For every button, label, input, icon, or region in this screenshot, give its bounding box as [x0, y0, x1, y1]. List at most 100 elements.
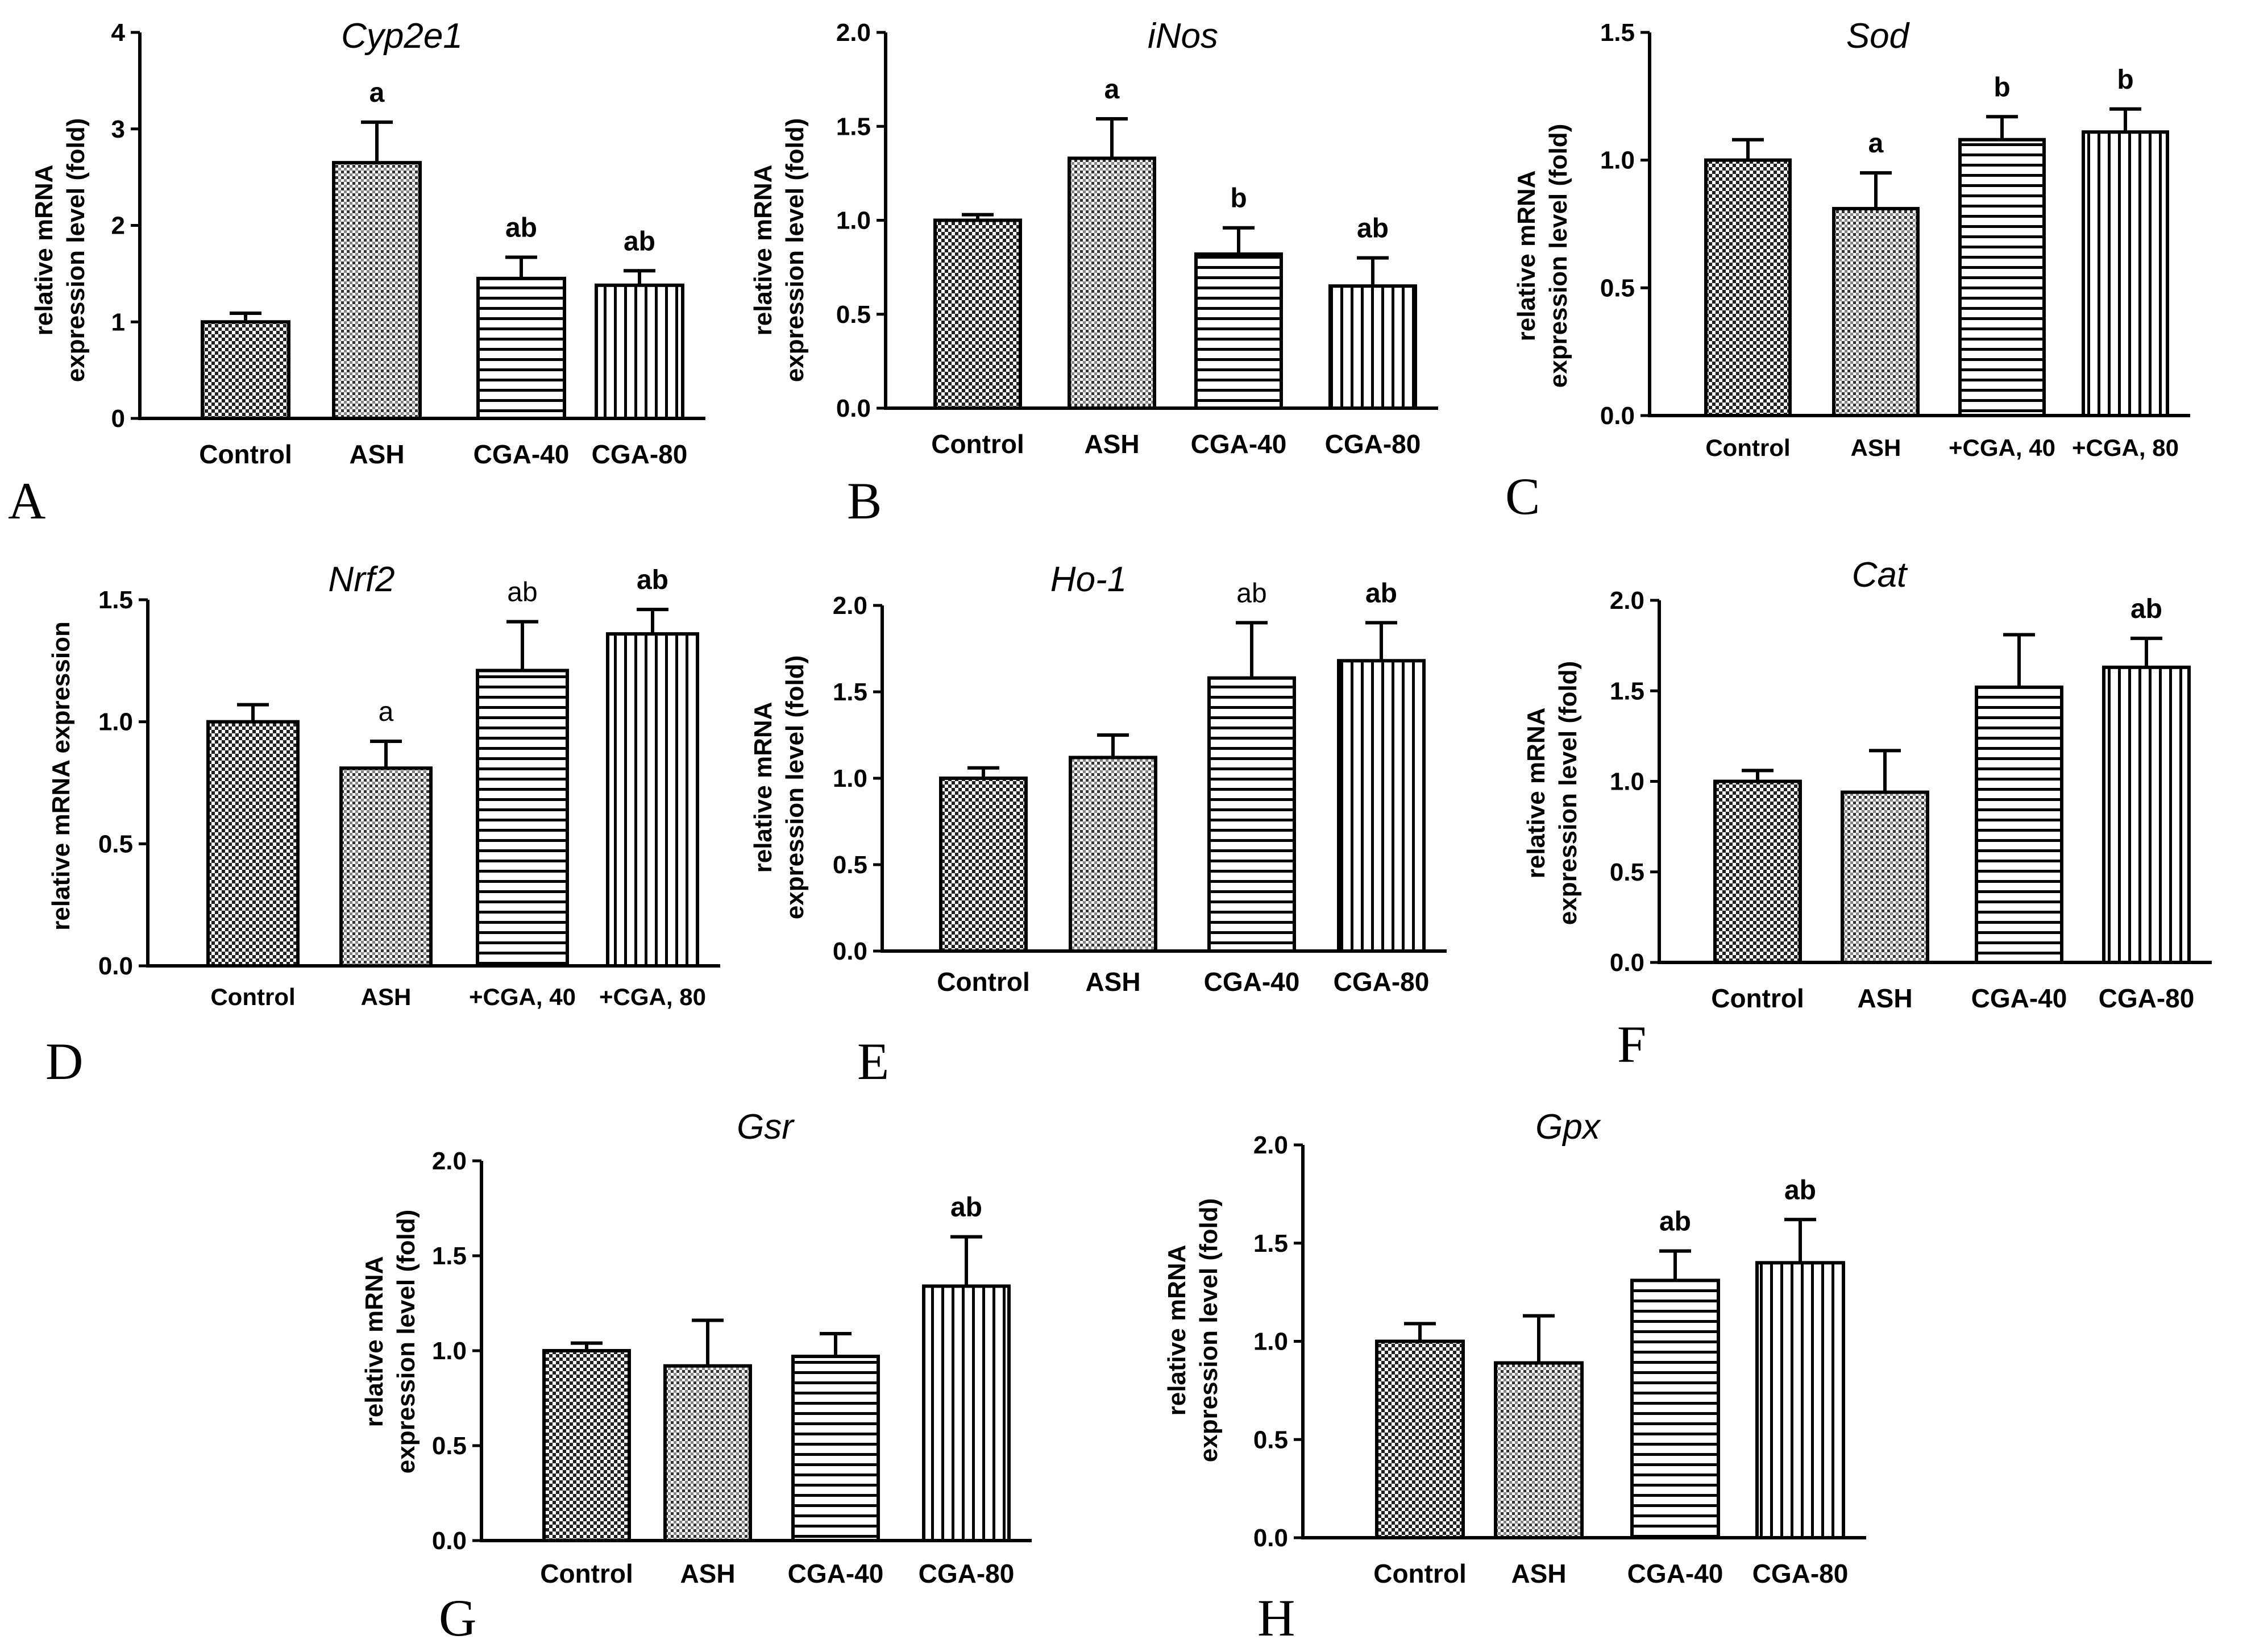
panel-b-ylabel-line1: relative mRNA: [749, 165, 777, 336]
panel-c-ylabel-line2: expression level (fold): [1544, 124, 1572, 388]
panel-b-bar: [1194, 252, 1283, 410]
panel-f-y-tick-label: 1.0: [1610, 768, 1644, 796]
panel-a-category-label: CGA-40: [474, 439, 570, 469]
panel-e-category-label: CGA-80: [1334, 967, 1430, 997]
panel-a-y-tick-label: 1: [111, 308, 125, 336]
panel-b-bar: [1328, 284, 1417, 410]
panel-c-letter: C: [1505, 467, 1540, 525]
panel-c-category-label: ASH: [1851, 434, 1901, 461]
panel-b-y-tick-label: 2.0: [836, 19, 871, 47]
panel-b-category-label: ASH: [1084, 429, 1139, 459]
panel-a-category-label: CGA-80: [592, 439, 688, 469]
panel-g-bar: [542, 1349, 631, 1542]
panel-a-bar: [201, 320, 290, 420]
panel-e: 0.0 0.5 1.0 1.5 2.0 Control ASH ab CGA-40 ab CGA-8…: [749, 560, 1447, 1090]
panel-f-category-label: Control: [1711, 983, 1804, 1013]
panel-b-y-tick-label: 0.0: [836, 395, 871, 422]
panel-a-y-tick-label: 0: [111, 405, 125, 433]
panel-f-plot: 0.0 0.5 1.0 1.5 2.0 Control ASH CGA-40 ab CGA-80: [1610, 587, 2212, 1013]
panel-f-category-label: CGA-40: [1971, 983, 2067, 1013]
panel-b-y-tick-label: 1.5: [836, 113, 871, 140]
panel-h-letter: H: [1257, 1589, 1295, 1647]
panel-g-y-tick-label: 0.5: [432, 1432, 467, 1460]
panel-g-category-label: CGA-40: [788, 1559, 884, 1588]
panel-g-annotation: ab: [950, 1193, 982, 1223]
panel-f-bar: [1841, 790, 1929, 964]
panel-g-y-tick-label: 1.5: [432, 1242, 467, 1270]
panel-a-plot: 0 1 2 3 4 Control a ASH ab CGA-40 ab CGA-80: [111, 19, 705, 469]
panel-a-y-tick-label: 4: [111, 19, 126, 47]
panel-h-category-label: CGA-40: [1627, 1559, 1723, 1588]
panel-f-ylabel-line1: relative mRNA: [1522, 708, 1550, 879]
panel-c-bar: [1832, 207, 1920, 417]
panel-g-plot: 0.0 0.5 1.0 1.5 2.0 Control ASH CGA-40 ab CGA-80: [432, 1147, 1032, 1588]
panel-h-y-tick-label: 0.5: [1253, 1426, 1288, 1454]
panel-d-annotation: ab: [637, 565, 668, 595]
panel-f-y-tick-label: 1.5: [1610, 677, 1644, 705]
panel-f-ylabel-line2: expression level (fold): [1554, 661, 1582, 925]
panel-f-category-label: ASH: [1857, 983, 1912, 1013]
panel-c-category-label: +CGA, 40: [1949, 434, 2055, 461]
panel-g-y-tick-label: 2.0: [432, 1147, 467, 1175]
panel-e-y-tick-label: 0.5: [833, 851, 867, 879]
panel-e-plot: 0.0 0.5 1.0 1.5 2.0 Control ASH ab CGA-40 ab CGA-8…: [833, 578, 1447, 997]
panel-e-category-label: ASH: [1085, 967, 1140, 997]
panel-a-annotation: a: [369, 78, 385, 108]
panel-h: 0.0 0.5 1.0 1.5 2.0 Control ASH ab CGA-40 ab CGA-8…: [1163, 1107, 1866, 1647]
panel-b-annotation: b: [1230, 184, 1247, 214]
panel-f-bar: [1975, 685, 2063, 964]
panel-a-title: Cyp2e1: [341, 16, 463, 56]
panel-e-y-tick-label: 1.5: [833, 678, 867, 706]
panel-a-category-label: Control: [199, 439, 292, 469]
panel-d-y-tick-label: 0.5: [98, 830, 133, 858]
panel-d-annotation: ab: [507, 578, 537, 608]
panel-f-bar: [1713, 779, 1802, 964]
panel-h-bar: [1494, 1361, 1584, 1539]
panel-a-ylabel-line1: relative mRNA: [30, 165, 58, 336]
panel-f-y-tick-label: 2.0: [1610, 587, 1644, 615]
panel-d-annotation: a: [379, 697, 394, 727]
panel-a-annotation: ab: [624, 226, 655, 256]
panel-d-y-tick-label: 1.5: [98, 586, 133, 614]
panel-g-category-label: CGA-80: [919, 1559, 1015, 1588]
panel-d-category-label: +CGA, 40: [469, 983, 576, 1010]
panel-b-letter: B: [847, 472, 882, 530]
panel-c-title: Sod: [1846, 16, 1911, 56]
panel-e-category-label: CGA-40: [1204, 967, 1300, 997]
panel-e-bar: [939, 777, 1028, 953]
panel-h-ylabel-line1: relative mRNA: [1163, 1245, 1191, 1416]
panel-c-y-tick-label: 0.0: [1600, 402, 1635, 430]
panel-c-ylabel-line1: relative mRNA: [1513, 171, 1540, 342]
panel-f-y-tick-label: 0.0: [1610, 949, 1644, 977]
panel-b-category-label: Control: [931, 429, 1024, 459]
panel-c-y-tick-label: 1.0: [1600, 147, 1635, 175]
panel-c-y-tick-label: 1.5: [1600, 19, 1635, 47]
panel-b-bar: [1068, 156, 1156, 410]
panel-d-letter: D: [45, 1032, 83, 1090]
panel-a-y-tick-label: 2: [111, 212, 125, 240]
panel-d-bar: [606, 632, 699, 968]
panel-h-category-label: CGA-80: [1752, 1559, 1849, 1588]
panel-e-bar: [1337, 659, 1426, 953]
panel-b-category-label: CGA-40: [1191, 429, 1287, 459]
panel-e-ylabel-line1: relative mRNA: [749, 702, 777, 873]
panel-c-plot: 0.0 0.5 1.0 1.5 Control a ASH b +CGA, 40 b +CGA, 8…: [1600, 19, 2190, 461]
panel-g-bar: [791, 1355, 880, 1543]
panel-e-y-tick-label: 2.0: [833, 592, 867, 620]
panel-e-y-tick-label: 1.0: [833, 765, 867, 792]
panel-a-ylabel-line2: expression level (fold): [62, 118, 90, 383]
panel-b: 0.0 0.5 1.0 1.5 2.0 Control a ASH b CGA-40 ab CGA-8…: [749, 16, 1438, 530]
panel-h-bar: [1755, 1261, 1845, 1540]
panel-g-bar: [663, 1364, 752, 1542]
panel-d-y-tick-label: 1.0: [98, 708, 133, 736]
panel-f-bar: [2102, 665, 2191, 964]
panel-e-title: Ho-1: [1050, 560, 1127, 599]
panel-f-title: Cat: [1852, 555, 1908, 595]
panel-a-category-label: ASH: [349, 439, 404, 469]
panel-c-annotation: b: [1993, 72, 2010, 102]
panel-c: 0.0 0.5 1.0 1.5 Control a ASH b +CGA, 40 b +CGA, 8…: [1505, 16, 2190, 525]
panel-d-y-tick-label: 0.0: [98, 952, 133, 980]
panel-f-category-label: CGA-80: [2099, 983, 2195, 1013]
